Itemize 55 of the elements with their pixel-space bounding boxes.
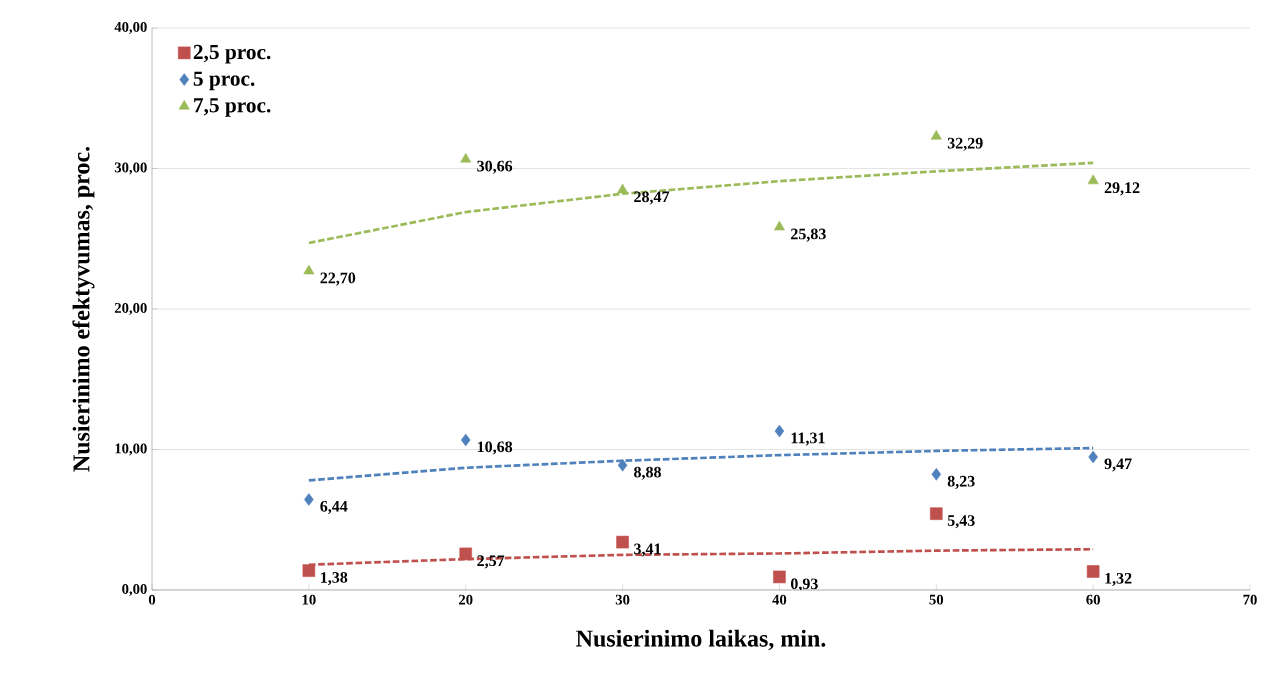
y-tick-label: 0,00 (122, 584, 147, 597)
data-label: 8,23 (947, 475, 975, 489)
point (617, 458, 628, 472)
legend-label: 7,5 proc. (194, 98, 271, 117)
x-tick-label: 0 (148, 594, 156, 605)
data-label: 10,68 (477, 441, 513, 455)
point (303, 264, 315, 275)
point (304, 493, 314, 506)
point (459, 547, 472, 561)
y-axis-title: Nusierinimo efektyvumas, proc. (72, 146, 95, 472)
point (617, 183, 629, 194)
data-label: 9,47 (1104, 458, 1132, 472)
data-label: 30,66 (477, 160, 513, 174)
point (616, 535, 629, 549)
point (1087, 174, 1099, 185)
data-label: 1,38 (321, 572, 348, 586)
point (1088, 450, 1098, 464)
data-label: 11,31 (791, 432, 825, 446)
x-tick-label: 70 (1243, 594, 1257, 605)
y-tick-label: 20,00 (114, 303, 147, 316)
x-tick-label: 50 (929, 594, 944, 605)
point (930, 507, 943, 520)
data-label: 25,83 (791, 228, 826, 242)
point (460, 152, 472, 163)
y-tick-label: 30,00 (114, 162, 147, 175)
point (774, 424, 785, 438)
x-tick-label: 60 (1086, 594, 1100, 605)
point (460, 433, 471, 447)
data-label: 3,41 (634, 543, 661, 557)
data-label: 6,44 (320, 500, 348, 515)
data-label: 2,57 (477, 555, 505, 569)
y-tick-label: 10,00 (115, 443, 147, 456)
legend-label: 2,5 proc. (193, 44, 271, 64)
data-label: 5,43 (947, 515, 975, 529)
x-tick-label: 30 (615, 594, 630, 605)
line-series (307, 161, 1095, 245)
x-tick-label: 40 (772, 594, 787, 605)
data-label: 29,12 (1104, 182, 1140, 196)
point (930, 130, 942, 140)
x-axis-title: Nusierinimo laikas, min. (576, 629, 826, 651)
point (931, 468, 942, 481)
data-label: 22,70 (320, 272, 356, 286)
data-label: 0,93 (790, 578, 818, 592)
legend-label: 5 proc. (193, 71, 255, 91)
data-label: 32,29 (947, 137, 983, 151)
y-tick-label: 40,00 (114, 22, 147, 35)
point (773, 570, 786, 584)
data-label: 8,88 (634, 466, 661, 480)
data-label: 28,47 (634, 191, 670, 205)
point (1086, 565, 1100, 578)
data-label: 1,32 (1105, 572, 1132, 586)
x-tick-label: 20 (458, 594, 473, 605)
point (773, 220, 785, 231)
x-tick-label: 10 (302, 594, 316, 605)
point (302, 564, 316, 577)
